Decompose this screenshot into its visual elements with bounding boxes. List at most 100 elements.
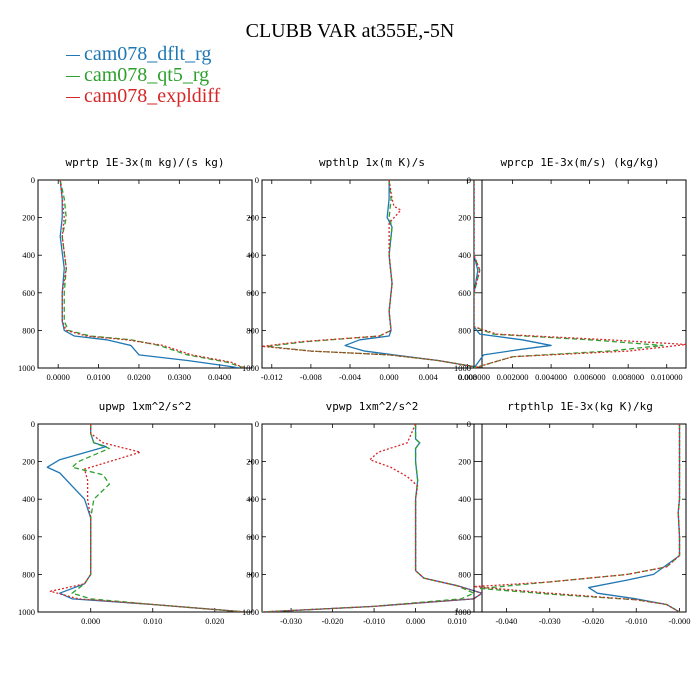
legend-label: cam078_expldiff xyxy=(84,85,221,107)
x-tick-label: 0.0300 xyxy=(168,372,191,382)
legend-item: cam078_expldiff xyxy=(66,86,220,107)
chart-title: wprtp 1E-3x(m kg)/(s kg) xyxy=(66,156,225,169)
x-tick-label: -0.030 xyxy=(539,616,561,626)
series-line xyxy=(344,180,482,368)
x-tick-label: -0.004 xyxy=(339,372,362,382)
series-line xyxy=(59,180,240,368)
chart-panel: vpwp 1xm^2/s^2 0 200 400 600 800 1000 -0.030 -0.… xyxy=(242,400,483,626)
y-tick-label: 0 xyxy=(255,419,259,429)
y-tick-label: 600 xyxy=(458,532,471,542)
x-tick-label: 0.010 xyxy=(143,616,162,626)
y-tick-label: 800 xyxy=(246,325,259,335)
legend-item: cam078_qt5_rg xyxy=(66,65,220,86)
y-tick-label: 600 xyxy=(458,288,471,298)
legend-label: cam078_dflt_rg xyxy=(84,43,212,65)
chart-title: wprcp 1E-3x(m/s) (kg/kg) xyxy=(501,156,660,169)
chart-title: vpwp 1xm^2/s^2 xyxy=(326,400,419,413)
x-tick-label: -0.000 xyxy=(669,616,691,626)
x-tick-label: -0.012 xyxy=(261,372,283,382)
legend-label: cam078_qt5_rg xyxy=(84,64,210,86)
series-line xyxy=(71,424,246,612)
x-tick-label: 0.010000 xyxy=(651,372,683,382)
plot-frame xyxy=(473,179,687,369)
plot-frame xyxy=(261,179,483,369)
y-tick-label: 0 xyxy=(255,175,259,185)
x-tick-label: 0.0200 xyxy=(127,372,150,382)
y-tick-label: 0 xyxy=(31,419,35,429)
series-line xyxy=(479,424,681,612)
y-tick-label: 200 xyxy=(22,213,35,223)
x-tick-label: -0.040 xyxy=(495,616,517,626)
series-line xyxy=(266,180,482,368)
chart-panel: upwp 1xm^2/s^2 0 200 400 600 800 1000 0.000 0.01… xyxy=(18,400,253,626)
y-tick-label: 1000 xyxy=(18,607,35,617)
plot-frame xyxy=(473,423,687,613)
chart-title: rtpthlp 1E-3x(kg K)/kg xyxy=(507,400,653,413)
x-tick-label: 0.0000 xyxy=(47,372,70,382)
x-tick-label: -0.008 xyxy=(300,372,322,382)
legend-swatch xyxy=(66,54,80,56)
chart-panel: wprcp 1E-3x(m/s) (kg/kg) 0 200 400 600 800 100… xyxy=(454,156,687,382)
figure-title: CLUBB VAR at355E,-5N xyxy=(245,20,455,42)
y-tick-label: 200 xyxy=(246,457,259,467)
y-tick-label: 600 xyxy=(246,288,259,298)
chart-panel: wprtp 1E-3x(m kg)/(s kg) 0 200 400 600 800 100… xyxy=(18,156,253,382)
x-tick-label: -0.020 xyxy=(322,616,344,626)
series-line xyxy=(262,424,475,612)
y-tick-label: 800 xyxy=(458,569,471,579)
x-tick-label: 0.000 xyxy=(406,616,425,626)
series-line xyxy=(474,180,664,368)
series-line xyxy=(588,424,681,612)
y-tick-label: 0 xyxy=(467,419,471,429)
chart-title: upwp 1xm^2/s^2 xyxy=(99,400,192,413)
y-tick-label: 600 xyxy=(22,288,35,298)
y-tick-label: 400 xyxy=(458,494,471,504)
x-tick-label: 0.004000 xyxy=(535,372,567,382)
y-tick-label: 200 xyxy=(22,457,35,467)
y-tick-label: 1000 xyxy=(454,363,471,373)
series-line xyxy=(474,180,686,368)
x-tick-label: 0.006000 xyxy=(574,372,606,382)
legend: cam078_dflt_rg cam078_qt5_rg cam078_expl… xyxy=(66,44,220,107)
chart-panel: rtpthlp 1E-3x(kg K)/kg 0 200 400 600 800 1000 -… xyxy=(454,400,690,626)
series-line xyxy=(59,180,245,368)
x-tick-label: 0.008 xyxy=(458,372,477,382)
y-tick-label: 400 xyxy=(246,494,259,504)
x-tick-label: -0.010 xyxy=(363,616,385,626)
y-tick-label: 800 xyxy=(458,325,471,335)
x-tick-label: -0.020 xyxy=(582,616,604,626)
series-line xyxy=(49,424,246,612)
y-tick-label: 1000 xyxy=(454,607,471,617)
x-tick-label: -0.030 xyxy=(280,616,302,626)
y-tick-label: 200 xyxy=(458,213,471,223)
x-tick-label: 0.0400 xyxy=(208,372,231,382)
legend-item: cam078_dflt_rg xyxy=(66,44,220,65)
y-tick-label: 0 xyxy=(467,175,471,185)
plot-frame xyxy=(37,179,253,369)
y-tick-label: 800 xyxy=(22,325,35,335)
x-tick-label: 0.000 xyxy=(380,372,399,382)
legend-swatch xyxy=(66,75,80,77)
y-tick-label: 200 xyxy=(458,457,471,467)
x-tick-label: -0.010 xyxy=(625,616,647,626)
series-line xyxy=(59,180,245,368)
y-tick-label: 400 xyxy=(22,250,35,260)
x-tick-label: 0.0100 xyxy=(87,372,110,382)
series-line xyxy=(46,424,246,612)
x-tick-label: 0.020 xyxy=(205,616,224,626)
x-tick-label: 0.002000 xyxy=(497,372,529,382)
y-tick-label: 1000 xyxy=(242,363,259,373)
plot-frame xyxy=(37,423,253,613)
y-tick-label: 1000 xyxy=(18,363,35,373)
x-tick-label: 0.000 xyxy=(81,616,100,626)
x-tick-label: 0.000000 xyxy=(458,372,490,382)
series-line xyxy=(474,424,681,612)
y-tick-label: 800 xyxy=(246,569,259,579)
y-tick-label: 400 xyxy=(22,494,35,504)
x-tick-label: 0.010 xyxy=(448,616,467,626)
y-tick-label: 400 xyxy=(246,250,259,260)
y-tick-label: 1000 xyxy=(242,607,259,617)
x-tick-label: 0.008000 xyxy=(612,372,644,382)
chart-title: wpthlp 1x(m K)/s xyxy=(319,156,425,169)
